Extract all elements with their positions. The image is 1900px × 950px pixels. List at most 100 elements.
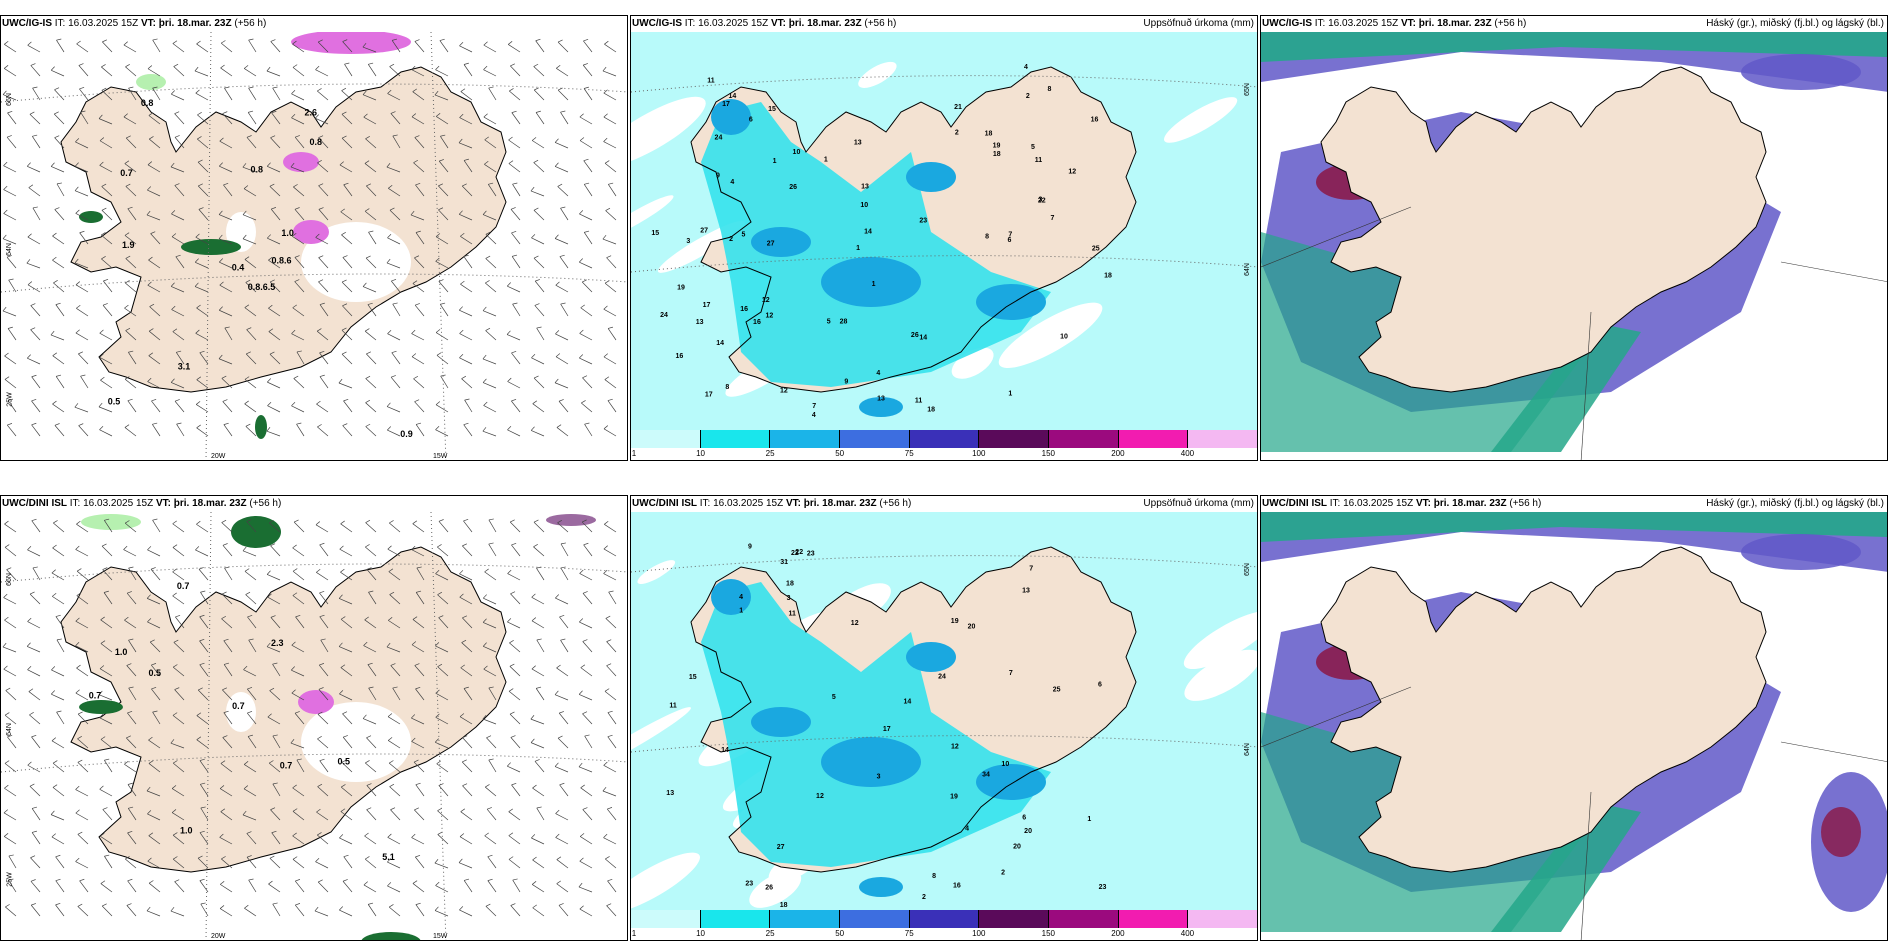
colorbar-segment: [1049, 910, 1119, 928]
spot-value: 12: [951, 744, 959, 751]
spot-value: 21: [954, 104, 962, 111]
high-cloud-area: [1261, 512, 1887, 542]
spot-value: 1: [1008, 391, 1012, 398]
latitude-label: 65N: [1243, 83, 1251, 96]
map-canvas: 0.8.6.5 0.7 0.4 0.5 1.0 3.1 2.6 0.8 0.8 0.8.6 0.8 0…: [1, 32, 627, 460]
spot-value: 0.5: [338, 757, 351, 767]
spot-value: 0.8.6.5: [248, 282, 276, 292]
lead-time: (+56 h): [249, 498, 282, 509]
colorbar-tick-label: 400: [1180, 929, 1195, 938]
snow-area: [546, 514, 596, 526]
panel-title: Háský (gr.), miðský (fj.bl.) og lágský (…: [1706, 498, 1884, 509]
spot-value: 23: [745, 880, 753, 887]
colorbar-segment: [700, 430, 771, 448]
spot-value: 7: [1008, 231, 1012, 238]
spot-value: 8: [985, 234, 989, 241]
spot-value: 24: [660, 312, 668, 319]
spot-value: 8: [725, 384, 729, 391]
spot-value: 7: [1029, 565, 1033, 572]
spot-value: 2: [955, 130, 959, 137]
rain-area: [255, 415, 267, 439]
spot-value: 25: [1053, 687, 1061, 694]
colorbar-tick-label: 10: [696, 929, 705, 938]
spot-value: 14: [721, 747, 729, 754]
spot-value: 27: [777, 844, 785, 851]
colorbar-segment: [840, 910, 910, 928]
spot-value: 4: [812, 412, 816, 419]
spot-value: 0.7: [89, 690, 102, 700]
spot-value: 11: [707, 77, 715, 84]
precip-core: [976, 284, 1046, 320]
spot-value: 1.0: [115, 647, 128, 657]
panel-header: UWC/DINI ISL IT: 16.03.2025 15Z VT: þri.…: [631, 496, 1257, 512]
white-area: [246, 865, 286, 889]
init-time: 16.03.2025 15Z: [1328, 18, 1399, 29]
longitude-label: 15W: [433, 933, 448, 940]
lead-time: (+56 h): [1494, 18, 1527, 29]
valid-time: þri. 18.mar. 23Z: [173, 498, 247, 509]
spot-value: 0.9: [400, 429, 413, 439]
spot-value: 9: [844, 379, 848, 386]
coastline: [690, 66, 1137, 393]
valid-time: þri. 18.mar. 23Z: [158, 18, 232, 29]
spot-value: 26: [789, 184, 797, 191]
iceland-land: [60, 66, 507, 393]
spot-value: 0.8.6: [272, 255, 292, 265]
map-canvas: 1227411920182414121311109673202523222620…: [631, 512, 1257, 912]
spot-value: 5: [1031, 144, 1035, 151]
spot-value: 0.8: [251, 165, 264, 175]
spot-value: 15: [689, 674, 697, 681]
spot-value: 0.7: [280, 760, 293, 770]
white-area: [246, 385, 286, 409]
snow-area: [298, 690, 334, 714]
lead-time: (+56 h): [234, 18, 267, 29]
precip-colorbar: 1 10 25 50 75 100 150 200 400: [631, 910, 1257, 940]
spot-value: 18: [985, 130, 993, 137]
spot-value: 12: [816, 793, 824, 800]
panel-header: UWC/DINI ISL IT: 16.03.2025 15Z VT: þri.…: [1261, 496, 1887, 512]
precip-core: [751, 707, 811, 737]
high-cloud-area: [1491, 322, 1641, 452]
map-panel-top-mid: UWC/IG-IS IT: 16.03.2025 15Z VT: þri. 18…: [630, 15, 1258, 461]
longitude-label: 20W: [211, 933, 226, 940]
wind-barbs: [2, 38, 617, 437]
spot-value: 22: [791, 550, 799, 557]
it-label: IT:: [69, 498, 81, 509]
spot-value: 4: [876, 370, 880, 377]
vt-label: VT:: [785, 498, 801, 509]
coastline: [1320, 66, 1767, 393]
graticule: [1, 32, 627, 460]
colorbar-segment: [1188, 910, 1257, 928]
spot-value: 17: [705, 392, 713, 399]
map-canvas: [1261, 32, 1887, 460]
panel-header: UWC/IG-IS IT: 16.03.2025 15Z VT: þri. 18…: [1, 16, 627, 32]
precip-core: [821, 737, 921, 787]
map-panel-top-left: UWC/IG-IS IT: 16.03.2025 15Z VT: þri. 18…: [0, 15, 628, 461]
panel-header: UWC/IG-IS IT: 16.03.2025 15Z VT: þri. 18…: [1261, 16, 1887, 32]
graticule: [631, 75, 1257, 273]
spot-value: 16: [740, 306, 748, 313]
colorbar-segment: [1118, 430, 1189, 448]
colorbar-tick-label: 50: [835, 449, 845, 458]
spot-value: 18: [786, 581, 794, 588]
spot-value: 0.8: [309, 137, 322, 147]
colorbar-tick-label: 100: [972, 449, 986, 458]
spot-value: 22: [1038, 197, 1046, 204]
spot-value: 11: [1035, 157, 1043, 164]
spot-value: 2.6: [305, 108, 318, 118]
map-panel-top-right: UWC/IG-IS IT: 16.03.2025 15Z VT: þri. 18…: [1260, 15, 1888, 461]
it-label: IT:: [1314, 18, 1326, 29]
spot-value: 19: [677, 285, 685, 292]
spot-value: 3: [877, 774, 881, 781]
map-canvas: 8171411162825166712171614132723262412651…: [631, 32, 1257, 432]
spot-value: 10: [860, 202, 868, 209]
colorbar-tick-label: 50: [835, 929, 845, 938]
panel-title: Uppsöfnuð úrkoma (mm): [1143, 498, 1254, 509]
colorbar-segment: [1118, 910, 1189, 928]
graticule: [1, 512, 627, 940]
low-cloud-area: [1821, 807, 1861, 857]
longitude-label: 20W: [211, 453, 226, 460]
valid-time: þri. 18.mar. 23Z: [1433, 498, 1507, 509]
spot-value: 23: [807, 550, 815, 557]
snow-area: [293, 220, 329, 244]
